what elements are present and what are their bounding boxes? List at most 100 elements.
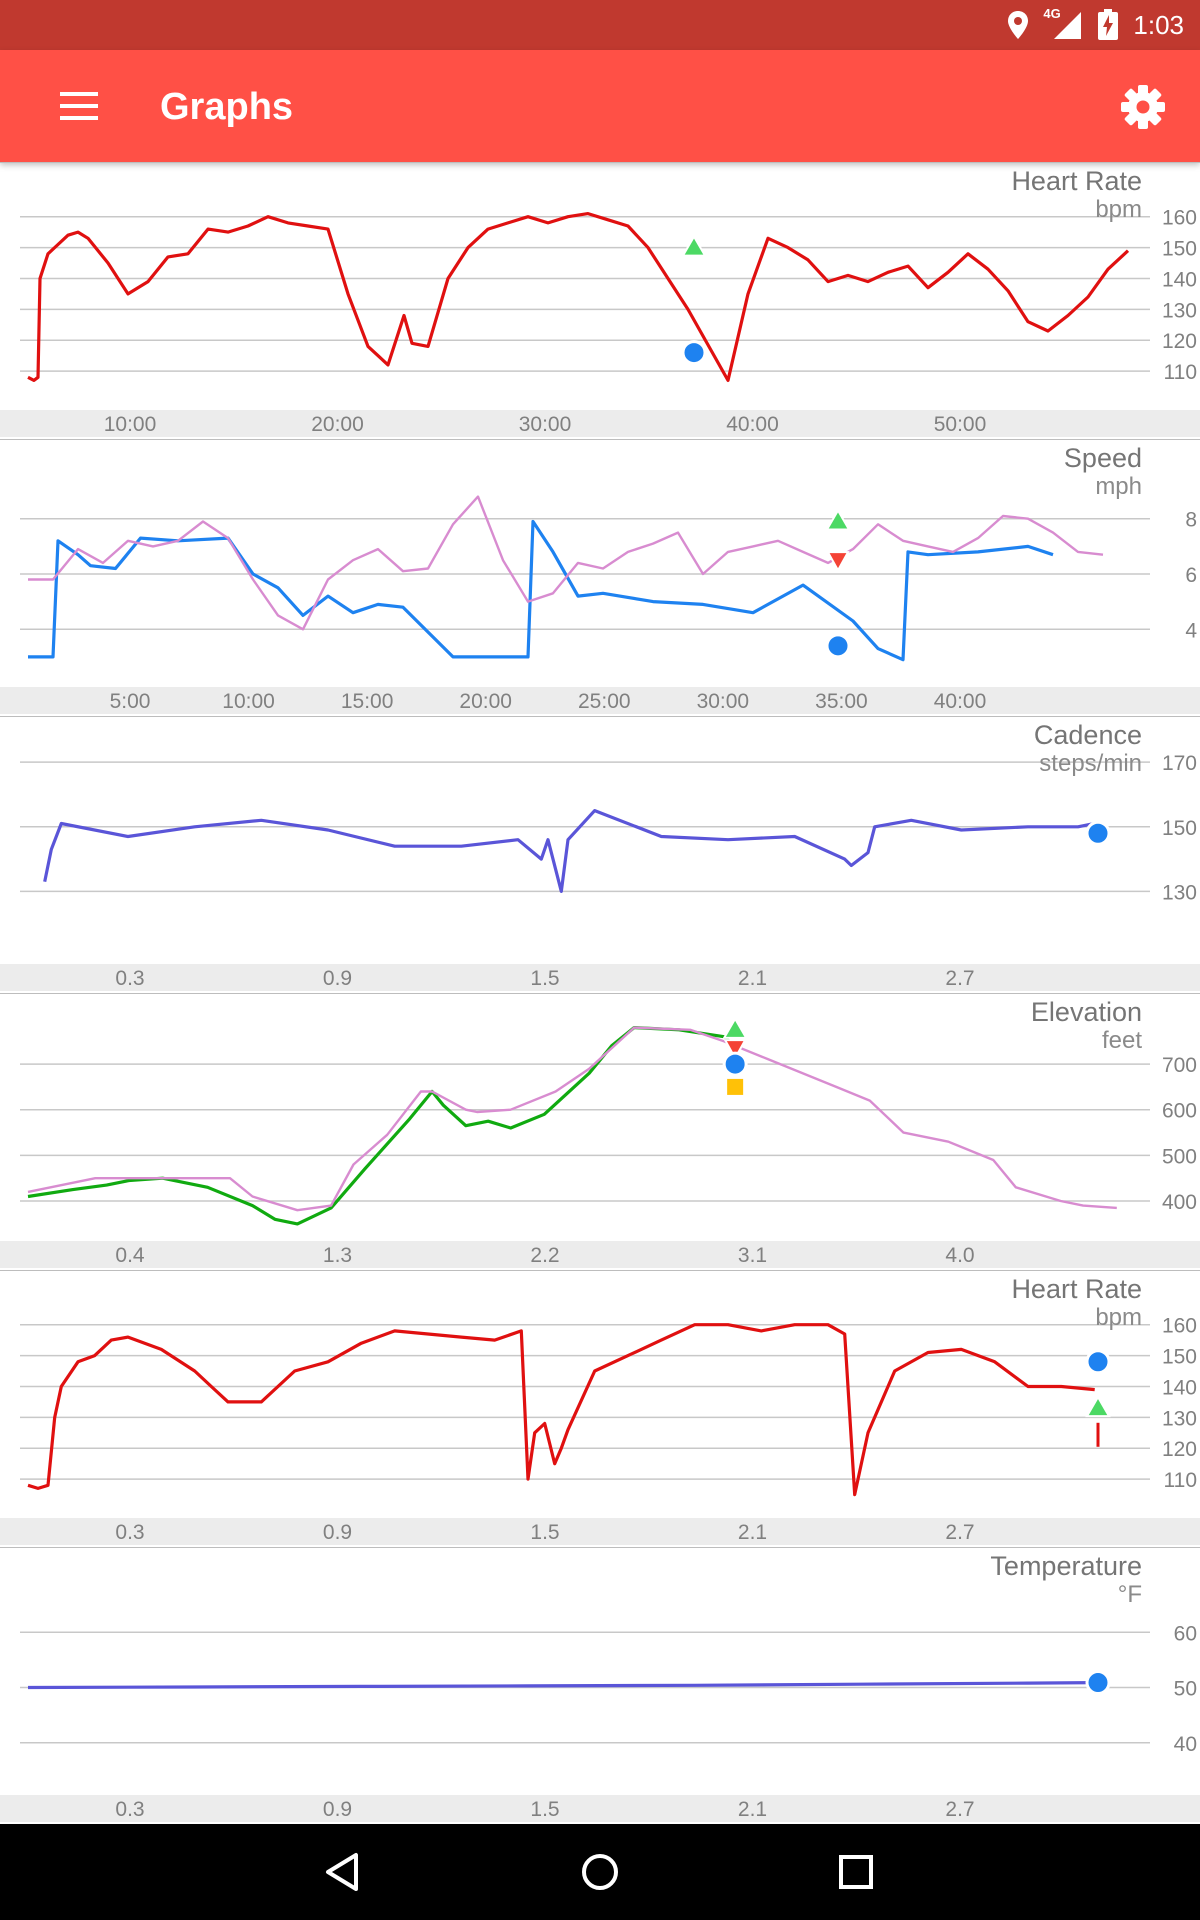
cadence-chart[interactable]: 130 150 170 0.3 0.9 1.5 2.1 2.7 Cadence steps/min	[0, 716, 1200, 991]
series-line	[27, 1025, 737, 1226]
x-tick-label: 1.5	[530, 1521, 559, 1544]
y-tick-label: 160	[1162, 1315, 1197, 1338]
chart-unit: feet	[1101, 1027, 1142, 1054]
y-tick-label: 60	[1174, 1622, 1197, 1645]
hamburger-menu-icon	[60, 92, 98, 120]
chart-plot: 4 6 8 5:00 10:00 15:00 20:00 25:00 30:00 35:00 40:…	[0, 439, 1200, 714]
position-marker[interactable]	[825, 633, 851, 659]
chart-plot: 110 120 130 140 150 160 10:00 20:00 30:00 40:00 50…	[0, 162, 1200, 437]
chart-unit: mph	[1095, 473, 1142, 500]
series-line	[27, 1681, 1095, 1690]
x-tick-label: 0.3	[115, 967, 144, 990]
position-marker[interactable]	[1085, 1670, 1111, 1696]
chart-plot: 400 500 600 700 0.4 1.3 2.2 3.1 4.0	[0, 993, 1200, 1268]
y-tick-label: 500	[1162, 1145, 1197, 1168]
status-time: 1:03	[1133, 9, 1184, 40]
x-tick-label: 0.3	[115, 1798, 144, 1821]
chart-unit: bpm	[1095, 196, 1142, 223]
x-tick-label: 2.1	[738, 1521, 767, 1544]
x-tick-label: 0.3	[115, 1521, 144, 1544]
y-tick-label: 700	[1162, 1054, 1197, 1077]
chart-plot: 130 150 170 0.3 0.9 1.5 2.1 2.7	[0, 716, 1200, 991]
chart-plot: 110 120 130 140 150 160 0.3 0.9 1.5 2.1 2.7	[0, 1270, 1200, 1545]
temperature-chart[interactable]: 40 50 60 0.3 0.9 1.5 2.1 2.7 Temperature °F	[0, 1547, 1200, 1822]
recents-icon	[839, 1855, 873, 1889]
page-title: Graphs	[160, 86, 294, 128]
status-bar: 4G 1:03	[0, 0, 1200, 50]
series-line	[27, 1026, 1117, 1212]
series-line	[43, 808, 1096, 893]
x-tick-label: 0.4	[115, 1244, 145, 1267]
x-tick-label: 2.7	[945, 967, 974, 990]
y-tick-label: 50	[1174, 1678, 1197, 1701]
y-tick-label: 130	[1162, 881, 1197, 904]
x-tick-label: 2.7	[945, 1521, 974, 1544]
x-tick-label: 25:00	[578, 690, 631, 713]
x-tick-label: 2.1	[738, 1798, 767, 1821]
x-tick-label: 20:00	[459, 690, 512, 713]
x-tick-label: 10:00	[222, 690, 275, 713]
chart-unit: °F	[1117, 1581, 1142, 1608]
y-tick-label: 6	[1185, 564, 1197, 587]
marker-square-icon[interactable]	[725, 1076, 746, 1097]
home-button[interactable]	[560, 1838, 640, 1906]
heart-rate-chart[interactable]: 110 120 130 140 150 160 10:00 20:00 30:00 40:00 50…	[0, 162, 1200, 437]
y-tick-label: 110	[1164, 1469, 1197, 1492]
x-tick-label: 2.2	[530, 1244, 559, 1267]
heart-rate-distance-chart[interactable]: 110 120 130 140 150 160 0.3 0.9 1.5 2.1 2.7 Heart R…	[0, 1270, 1200, 1545]
marker-up-icon[interactable]	[681, 234, 707, 257]
signal-icon: 4G	[1043, 6, 1083, 40]
position-marker[interactable]	[1085, 820, 1111, 846]
back-button[interactable]	[304, 1838, 384, 1906]
series-line	[28, 519, 1054, 662]
network-label: 4G	[1043, 6, 1061, 21]
marker-up-icon[interactable]	[1085, 1395, 1111, 1418]
y-tick-label: 150	[1162, 238, 1197, 261]
x-tick-label: 1.5	[530, 1798, 559, 1821]
marker-up-icon[interactable]	[722, 1016, 748, 1039]
y-tick-label: 140	[1162, 268, 1197, 291]
x-tick-label: 3.1	[738, 1244, 767, 1267]
gear-icon	[1121, 85, 1165, 129]
marker-down-icon[interactable]	[723, 1039, 747, 1061]
x-tick-label: 2.1	[738, 967, 767, 990]
graphs-list[interactable]: 110 120 130 140 150 160 10:00 20:00 30:00 40:00 50…	[0, 162, 1200, 1824]
x-tick-label: 15:00	[341, 690, 394, 713]
x-tick-label: 0.9	[323, 967, 352, 990]
x-tick-label: 4.0	[945, 1244, 974, 1267]
marker-down-icon[interactable]	[826, 551, 850, 573]
x-tick-label: 30:00	[519, 413, 572, 436]
chart-plot: 40 50 60 0.3 0.9 1.5 2.1 2.7	[0, 1547, 1200, 1822]
y-tick-label: 600	[1162, 1100, 1197, 1123]
elevation-chart[interactable]: 400 500 600 700 0.4 1.3 2.2 3.1 4.0 Elevation feet	[0, 993, 1200, 1268]
y-tick-label: 130	[1162, 299, 1197, 322]
chart-title: Heart Rate	[1011, 166, 1142, 196]
x-tick-label: 0.9	[323, 1521, 352, 1544]
series-line	[28, 495, 1104, 631]
position-marker[interactable]	[722, 1051, 748, 1077]
y-tick-label: 160	[1162, 207, 1197, 230]
x-tick-label: 1.3	[323, 1244, 352, 1267]
y-tick-label: 150	[1162, 817, 1197, 840]
x-tick-label: 30:00	[697, 690, 750, 713]
x-tick-label: 50:00	[934, 413, 987, 436]
marker-up-icon[interactable]	[825, 508, 851, 531]
settings-button[interactable]	[1114, 78, 1172, 136]
chart-title: Cadence	[1033, 720, 1142, 750]
x-tick-label: 40:00	[934, 690, 987, 713]
speed-chart[interactable]: 4 6 8 5:00 10:00 15:00 20:00 25:00 30:00 35:00 40:…	[0, 439, 1200, 714]
position-marker[interactable]	[1085, 1349, 1111, 1375]
y-tick-label: 110	[1164, 361, 1197, 384]
recents-button[interactable]	[816, 1838, 896, 1906]
chart-title: Heart Rate	[1011, 1274, 1142, 1304]
app-bar: Graphs	[0, 50, 1200, 162]
y-tick-label: 170	[1162, 752, 1197, 775]
y-tick-label: 40	[1174, 1733, 1197, 1756]
y-tick-label: 120	[1162, 330, 1197, 353]
chart-unit: bpm	[1095, 1304, 1142, 1331]
y-tick-label: 400	[1162, 1191, 1197, 1214]
menu-button[interactable]	[50, 78, 110, 134]
position-marker[interactable]	[681, 340, 707, 366]
x-tick-label: 5:00	[110, 690, 151, 713]
y-tick-label: 130	[1162, 1407, 1197, 1430]
